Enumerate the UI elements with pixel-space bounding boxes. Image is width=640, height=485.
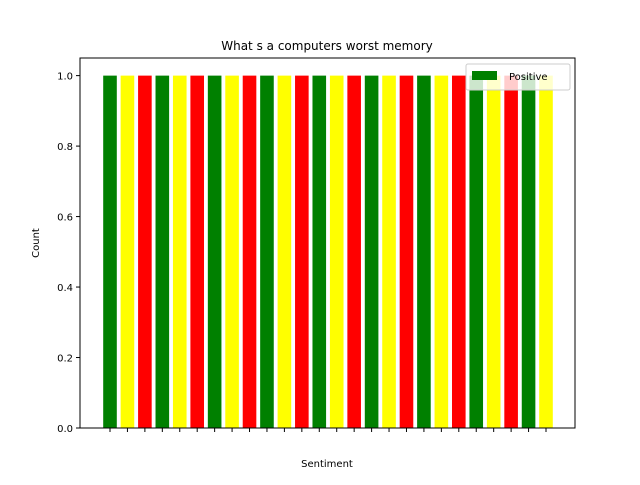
y-tick-label: 1.0 bbox=[57, 72, 73, 83]
bar bbox=[364, 75, 379, 428]
y-tick-label: 0.0 bbox=[57, 424, 73, 435]
bar bbox=[312, 75, 327, 428]
y-tick-label: 0.8 bbox=[57, 142, 73, 153]
y-tick-label: 0.4 bbox=[57, 283, 73, 294]
bar bbox=[120, 75, 135, 428]
legend: Positive bbox=[465, 63, 571, 91]
bar bbox=[225, 75, 239, 428]
bars-group bbox=[103, 75, 553, 428]
bar bbox=[207, 75, 222, 428]
bar bbox=[103, 75, 117, 428]
bar bbox=[277, 75, 292, 428]
x-ticks-group bbox=[109, 428, 547, 432]
y-axis-label: Count bbox=[31, 228, 42, 258]
legend-frame bbox=[465, 63, 571, 91]
bar bbox=[138, 75, 152, 428]
bar bbox=[347, 75, 361, 428]
bar bbox=[190, 75, 205, 428]
legend-swatch-positive bbox=[472, 71, 497, 80]
bar bbox=[382, 75, 396, 428]
bar bbox=[172, 75, 187, 428]
bar bbox=[539, 75, 553, 428]
bar bbox=[329, 75, 344, 428]
bar bbox=[434, 75, 449, 428]
chart-title: What s a computers worst memory bbox=[221, 39, 433, 53]
bar bbox=[295, 75, 309, 428]
bar bbox=[242, 75, 257, 428]
bar bbox=[451, 75, 466, 428]
y-ticks-group: 0.0 0.2 0.4 0.6 0.8 1.0 bbox=[57, 72, 80, 435]
bar bbox=[260, 75, 274, 428]
x-axis-label: Sentiment bbox=[301, 459, 353, 470]
y-tick-label: 0.6 bbox=[57, 213, 73, 224]
bar bbox=[399, 75, 414, 428]
bar bbox=[504, 75, 518, 428]
plot-frame bbox=[79, 57, 576, 429]
bar bbox=[486, 75, 501, 428]
bar bbox=[521, 75, 536, 428]
bar bbox=[417, 75, 431, 428]
y-tick-label: 0.2 bbox=[57, 354, 73, 365]
legend-label-positive: Positive bbox=[509, 72, 548, 83]
bar bbox=[469, 75, 484, 428]
bar bbox=[155, 75, 170, 428]
